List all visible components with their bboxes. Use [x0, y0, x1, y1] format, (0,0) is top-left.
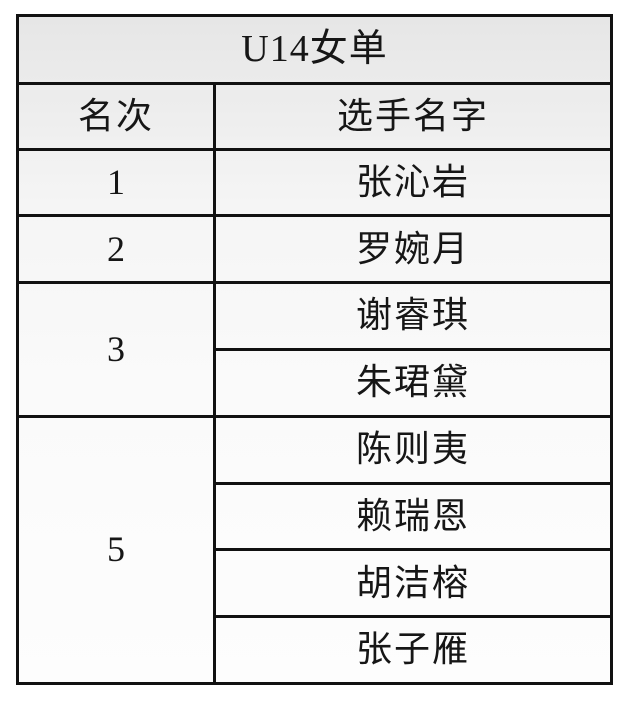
results-table: U14女单 名次 选手名字 1 张沁岩 2 罗婉月 3 谢睿琪 朱珺黛 [16, 14, 613, 686]
player-name-cell: 朱珺黛 [213, 347, 613, 418]
rank-cell: 2 [16, 214, 216, 285]
table-row: 3 谢睿琪 [16, 281, 613, 418]
rank-cell: 1 [16, 147, 216, 218]
column-header-rank: 名次 [16, 81, 216, 151]
table-row: 张子雁 [18, 615, 613, 685]
rank-cell-merged: 3 [16, 281, 216, 418]
table-row: 赖瑞恩 [18, 481, 613, 552]
player-name-cell: 赖瑞恩 [213, 481, 613, 552]
player-name-cell: 罗婉月 [213, 214, 613, 285]
player-name-cell: 陈则夷 [213, 414, 613, 485]
player-name-cell: 谢睿琪 [213, 281, 613, 351]
table-row: 5 陈则夷 [16, 414, 613, 686]
table-title-row: U14女单 [16, 14, 613, 85]
table-row: 朱珺黛 [18, 347, 613, 418]
player-name-cell: 张沁岩 [213, 147, 613, 218]
table-title: U14女单 [16, 14, 613, 85]
player-name-cell: 张子雁 [213, 615, 613, 685]
table-header-row: 名次 选手名字 [16, 81, 613, 151]
table-row: 1 张沁岩 [16, 147, 613, 218]
rank-cell-merged: 5 [16, 414, 216, 686]
player-name-cell: 胡洁榕 [213, 548, 613, 619]
table-row: 胡洁榕 [18, 548, 613, 619]
table-row: 2 罗婉月 [16, 214, 613, 285]
column-header-player-name: 选手名字 [213, 81, 613, 151]
